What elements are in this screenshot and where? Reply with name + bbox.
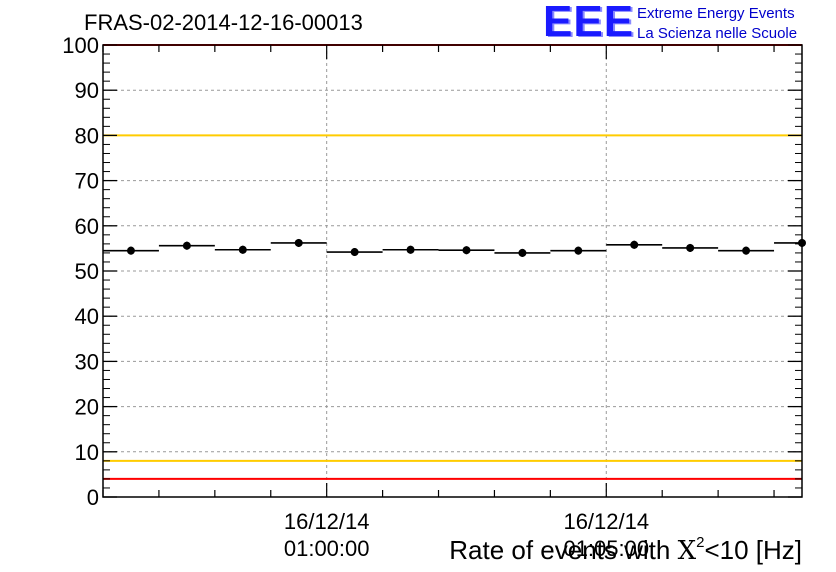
x-tick-label-time: 01:00:00 xyxy=(284,536,370,561)
x-tick-label-time: 01:05:00 xyxy=(563,536,649,561)
data-point xyxy=(294,238,303,247)
data-point xyxy=(406,245,415,254)
data-point xyxy=(238,245,247,254)
x-axis-title-superscript: 2 xyxy=(696,534,705,552)
y-tick-label: 10 xyxy=(75,440,99,465)
y-tick-label: 30 xyxy=(75,349,99,374)
logo-line-1: Extreme Energy Events xyxy=(637,5,795,22)
data-point xyxy=(182,241,191,250)
x-axis-title-prefix: Rate of events with xyxy=(449,535,678,565)
data-point xyxy=(126,246,135,255)
x-axis-title-symbol: X xyxy=(677,536,697,566)
eee-logo: EEE Extreme Energy Events La Scienza nel… xyxy=(543,0,833,46)
x-axis-title-suffix: <10 [Hz] xyxy=(704,535,802,565)
y-tick-label: 70 xyxy=(75,169,99,194)
y-axis-ticks: 0 10 20 30 40 50 60 70 80 90 100 xyxy=(62,33,802,510)
x-tick-label-date: 16/12/14 xyxy=(563,509,649,534)
x-axis-title: Rate of events with X2<10 [Hz] xyxy=(449,534,802,566)
grid-lines xyxy=(103,45,802,497)
x-tick-label-date: 16/12/14 xyxy=(284,509,370,534)
data-point xyxy=(462,246,471,255)
data-point xyxy=(798,238,806,247)
y-tick-label: 60 xyxy=(75,214,99,239)
data-point xyxy=(574,246,583,255)
data-point xyxy=(630,240,639,249)
eee-logo-mark: EEE xyxy=(543,0,635,46)
y-tick-label: 80 xyxy=(75,123,99,148)
chart-title: FRAS-02-2014-12-16-00013 xyxy=(84,10,363,35)
y-tick-label: 90 xyxy=(75,78,99,103)
data-points xyxy=(103,238,806,257)
data-point xyxy=(686,243,695,252)
logo-line-2: La Scienza nelle Scuole xyxy=(637,25,798,42)
reference-lines xyxy=(103,44,802,480)
y-tick-label: 20 xyxy=(75,395,99,420)
data-point xyxy=(742,246,751,255)
y-tick-label: 0 xyxy=(87,485,99,510)
y-tick-label: 50 xyxy=(75,259,99,284)
data-point xyxy=(350,248,359,257)
data-point xyxy=(518,248,527,257)
y-tick-label: 40 xyxy=(75,304,99,329)
y-tick-label: 100 xyxy=(62,33,99,58)
